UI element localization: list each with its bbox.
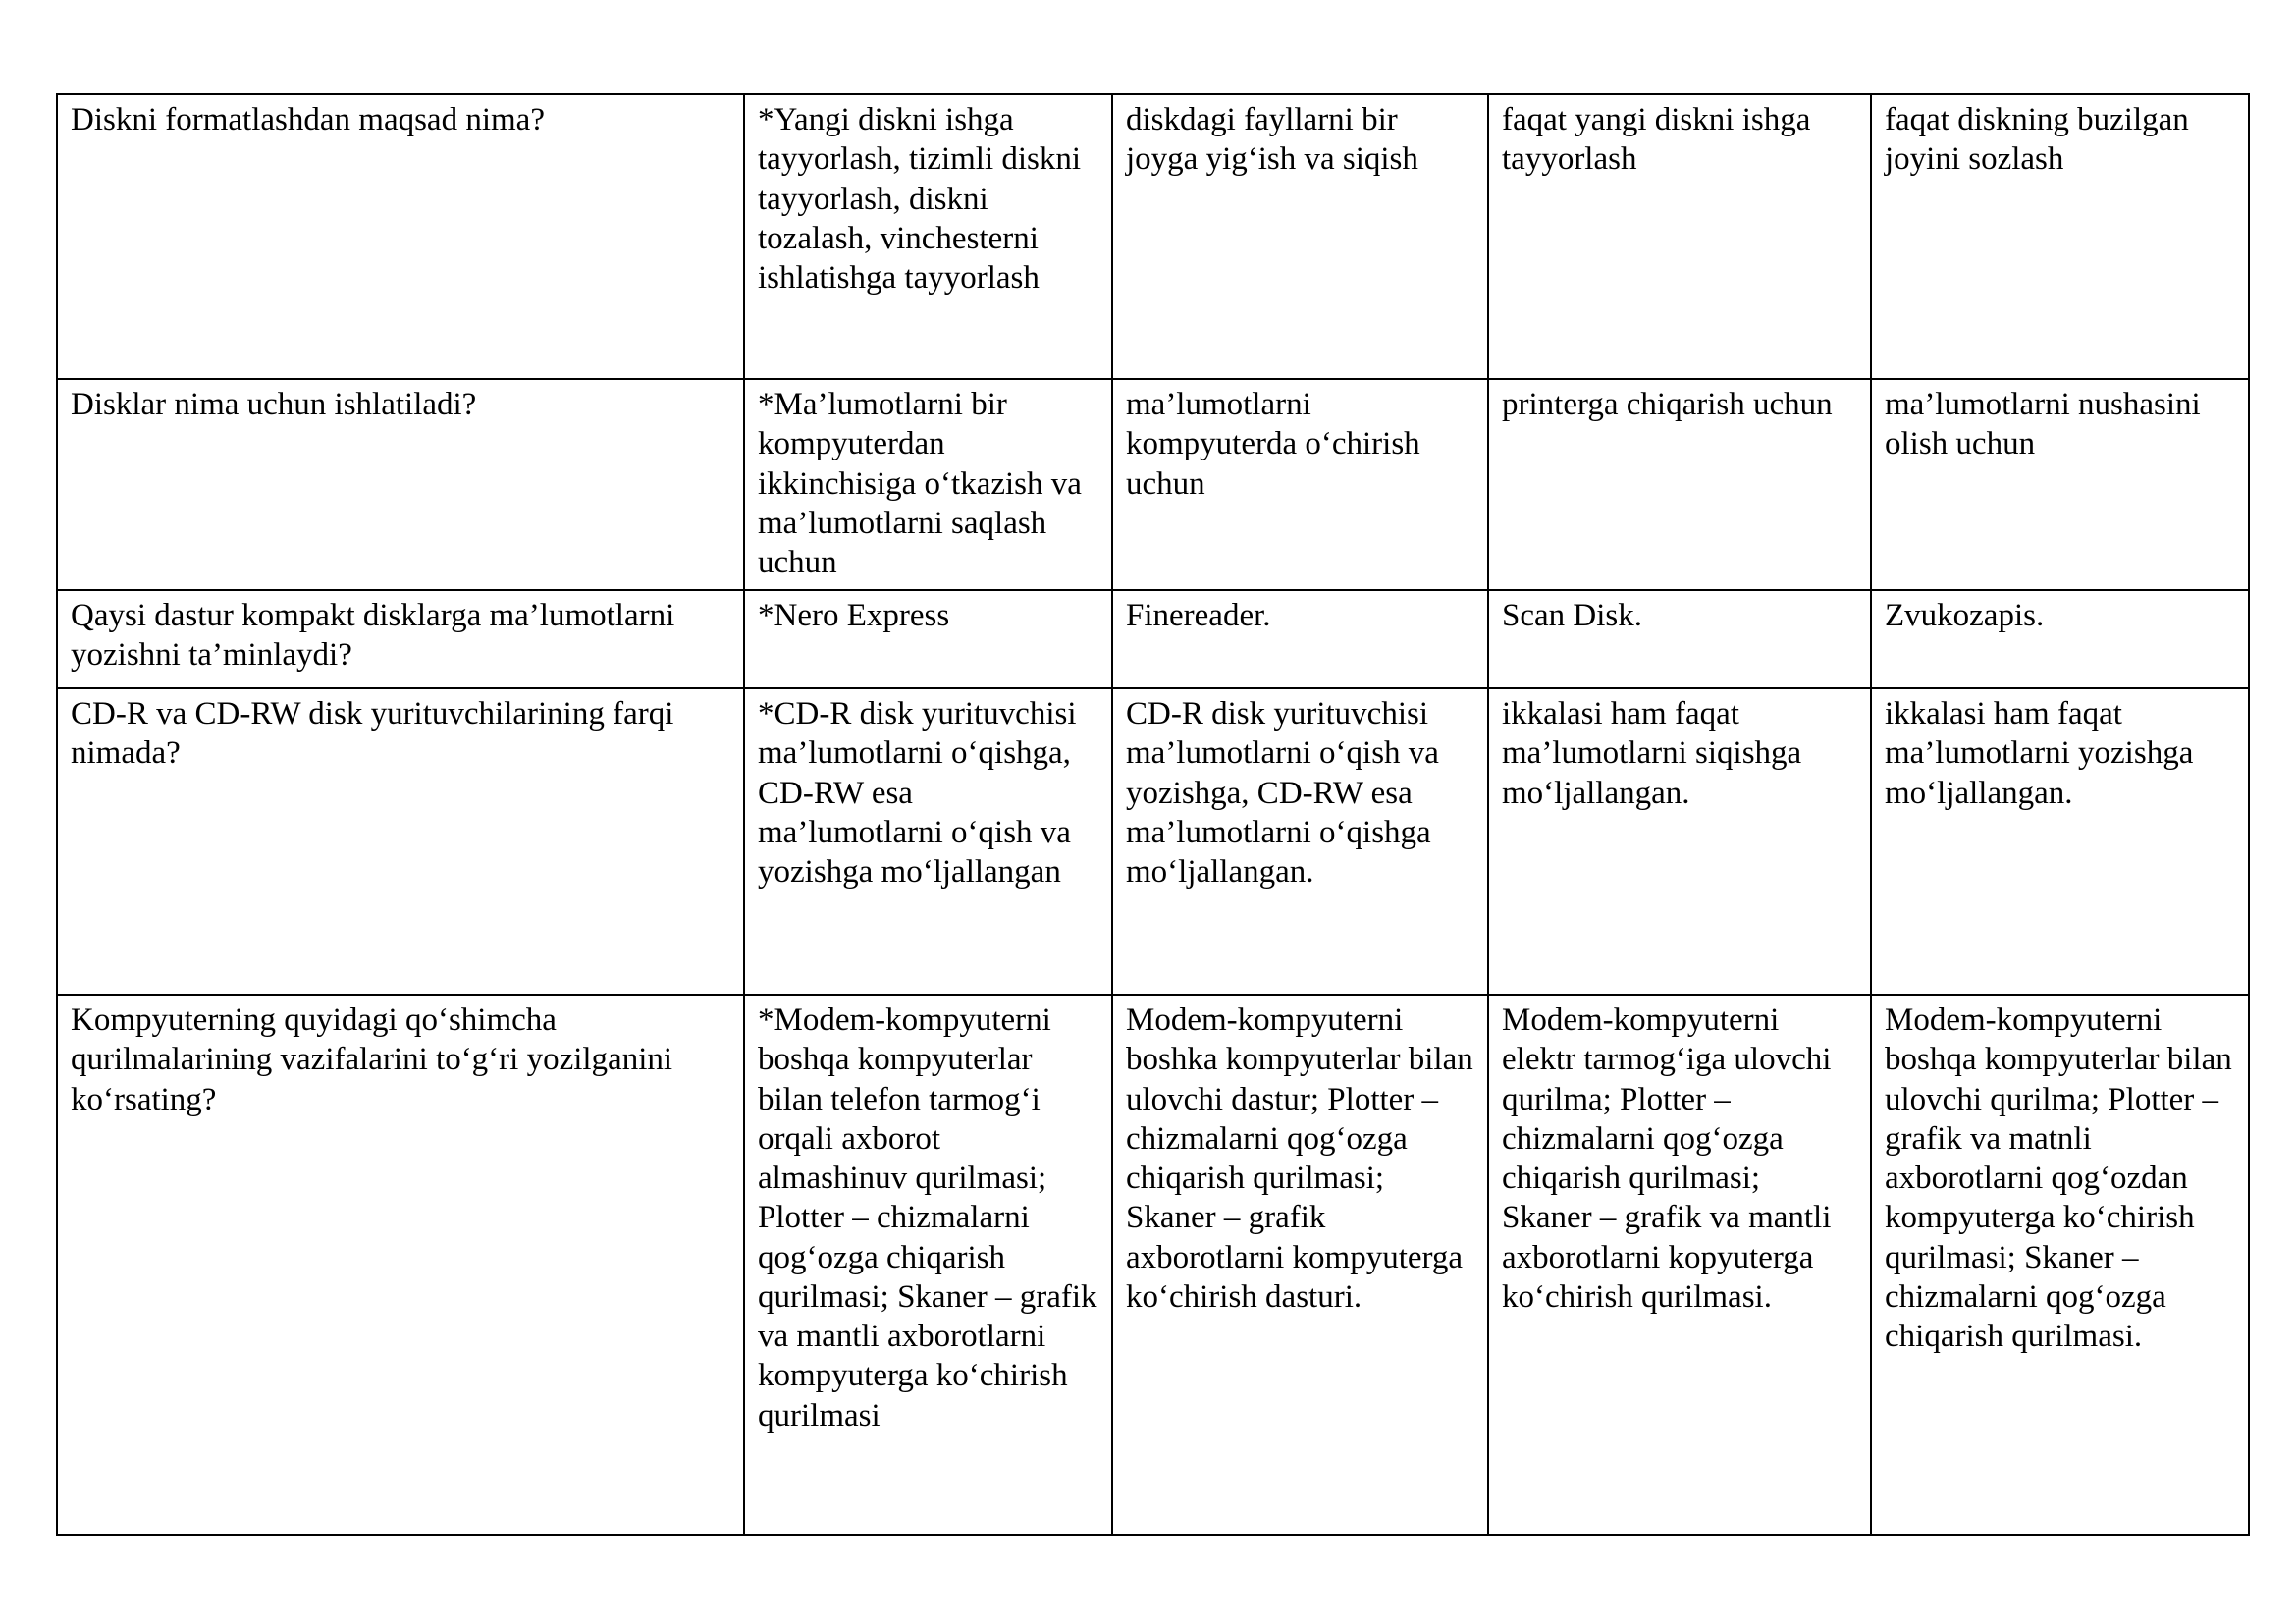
answer-cell: Modem-kompyuterni boshqa kompyuterlar bi… [1870,994,2250,1536]
table-row: Qaysi dastur kompakt disklarga ma’lumotl… [56,589,2250,689]
table-row: Kompyuterning quyidagi qo‘shimcha qurilm… [56,994,2250,1536]
quiz-table: Diskni formatlashdan maqsad nima? *Yangi… [56,93,2250,1536]
answer-cell: printerga chiqarish uchun [1487,378,1872,591]
question-cell: Kompyuterning quyidagi qo‘shimcha qurilm… [56,994,745,1536]
answer-cell: ma’lumotlarni nushasini olish uchun [1870,378,2250,591]
answer-cell-correct: *Yangi diskni ishga tayyorlash, tizimli … [743,93,1113,380]
answer-cell-correct: *CD-R disk yurituvchisi ma’lumotlarni o‘… [743,687,1113,996]
answer-cell: CD-R disk yurituvchisi ma’lumotlarni o‘q… [1111,687,1489,996]
answer-cell: diskdagi fayllarni bir joyga yig‘ish va … [1111,93,1489,380]
answer-cell: faqat diskning buzilgan joyini sozlash [1870,93,2250,380]
answer-cell: Zvukozapis. [1870,589,2250,689]
table-row: Disklar nima uchun ishlatiladi? *Ma’lumo… [56,378,2250,591]
table-row: Diskni formatlashdan maqsad nima? *Yangi… [56,93,2250,380]
answer-cell: faqat yangi diskni ishga tayyorlash [1487,93,1872,380]
question-cell: Disklar nima uchun ishlatiladi? [56,378,745,591]
question-cell: CD-R va CD-RW disk yurituvchilarining fa… [56,687,745,996]
answer-cell: Finereader. [1111,589,1489,689]
answer-cell: Scan Disk. [1487,589,1872,689]
answer-cell: ma’lumotlarni kompyuterda o‘chirish uchu… [1111,378,1489,591]
question-cell: Diskni formatlashdan maqsad nima? [56,93,745,380]
answer-cell-correct: *Ma’lumotlarni bir kompyuterdan ikkinchi… [743,378,1113,591]
answer-cell: Modem-kompyuterni boshka kompyuterlar bi… [1111,994,1489,1536]
table-row: CD-R va CD-RW disk yurituvchilarining fa… [56,687,2250,996]
answer-cell-correct: *Nero Express [743,589,1113,689]
answer-cell-correct: *Modem-kompyuterni boshqa kompyuterlar b… [743,994,1113,1536]
answer-cell: ikkalasi ham faqat ma’lumotlarni yozishg… [1870,687,2250,996]
question-cell: Qaysi dastur kompakt disklarga ma’lumotl… [56,589,745,689]
answer-cell: Modem-kompyuterni elektr tarmog‘iga ulov… [1487,994,1872,1536]
answer-cell: ikkalasi ham faqat ma’lumotlarni siqishg… [1487,687,1872,996]
